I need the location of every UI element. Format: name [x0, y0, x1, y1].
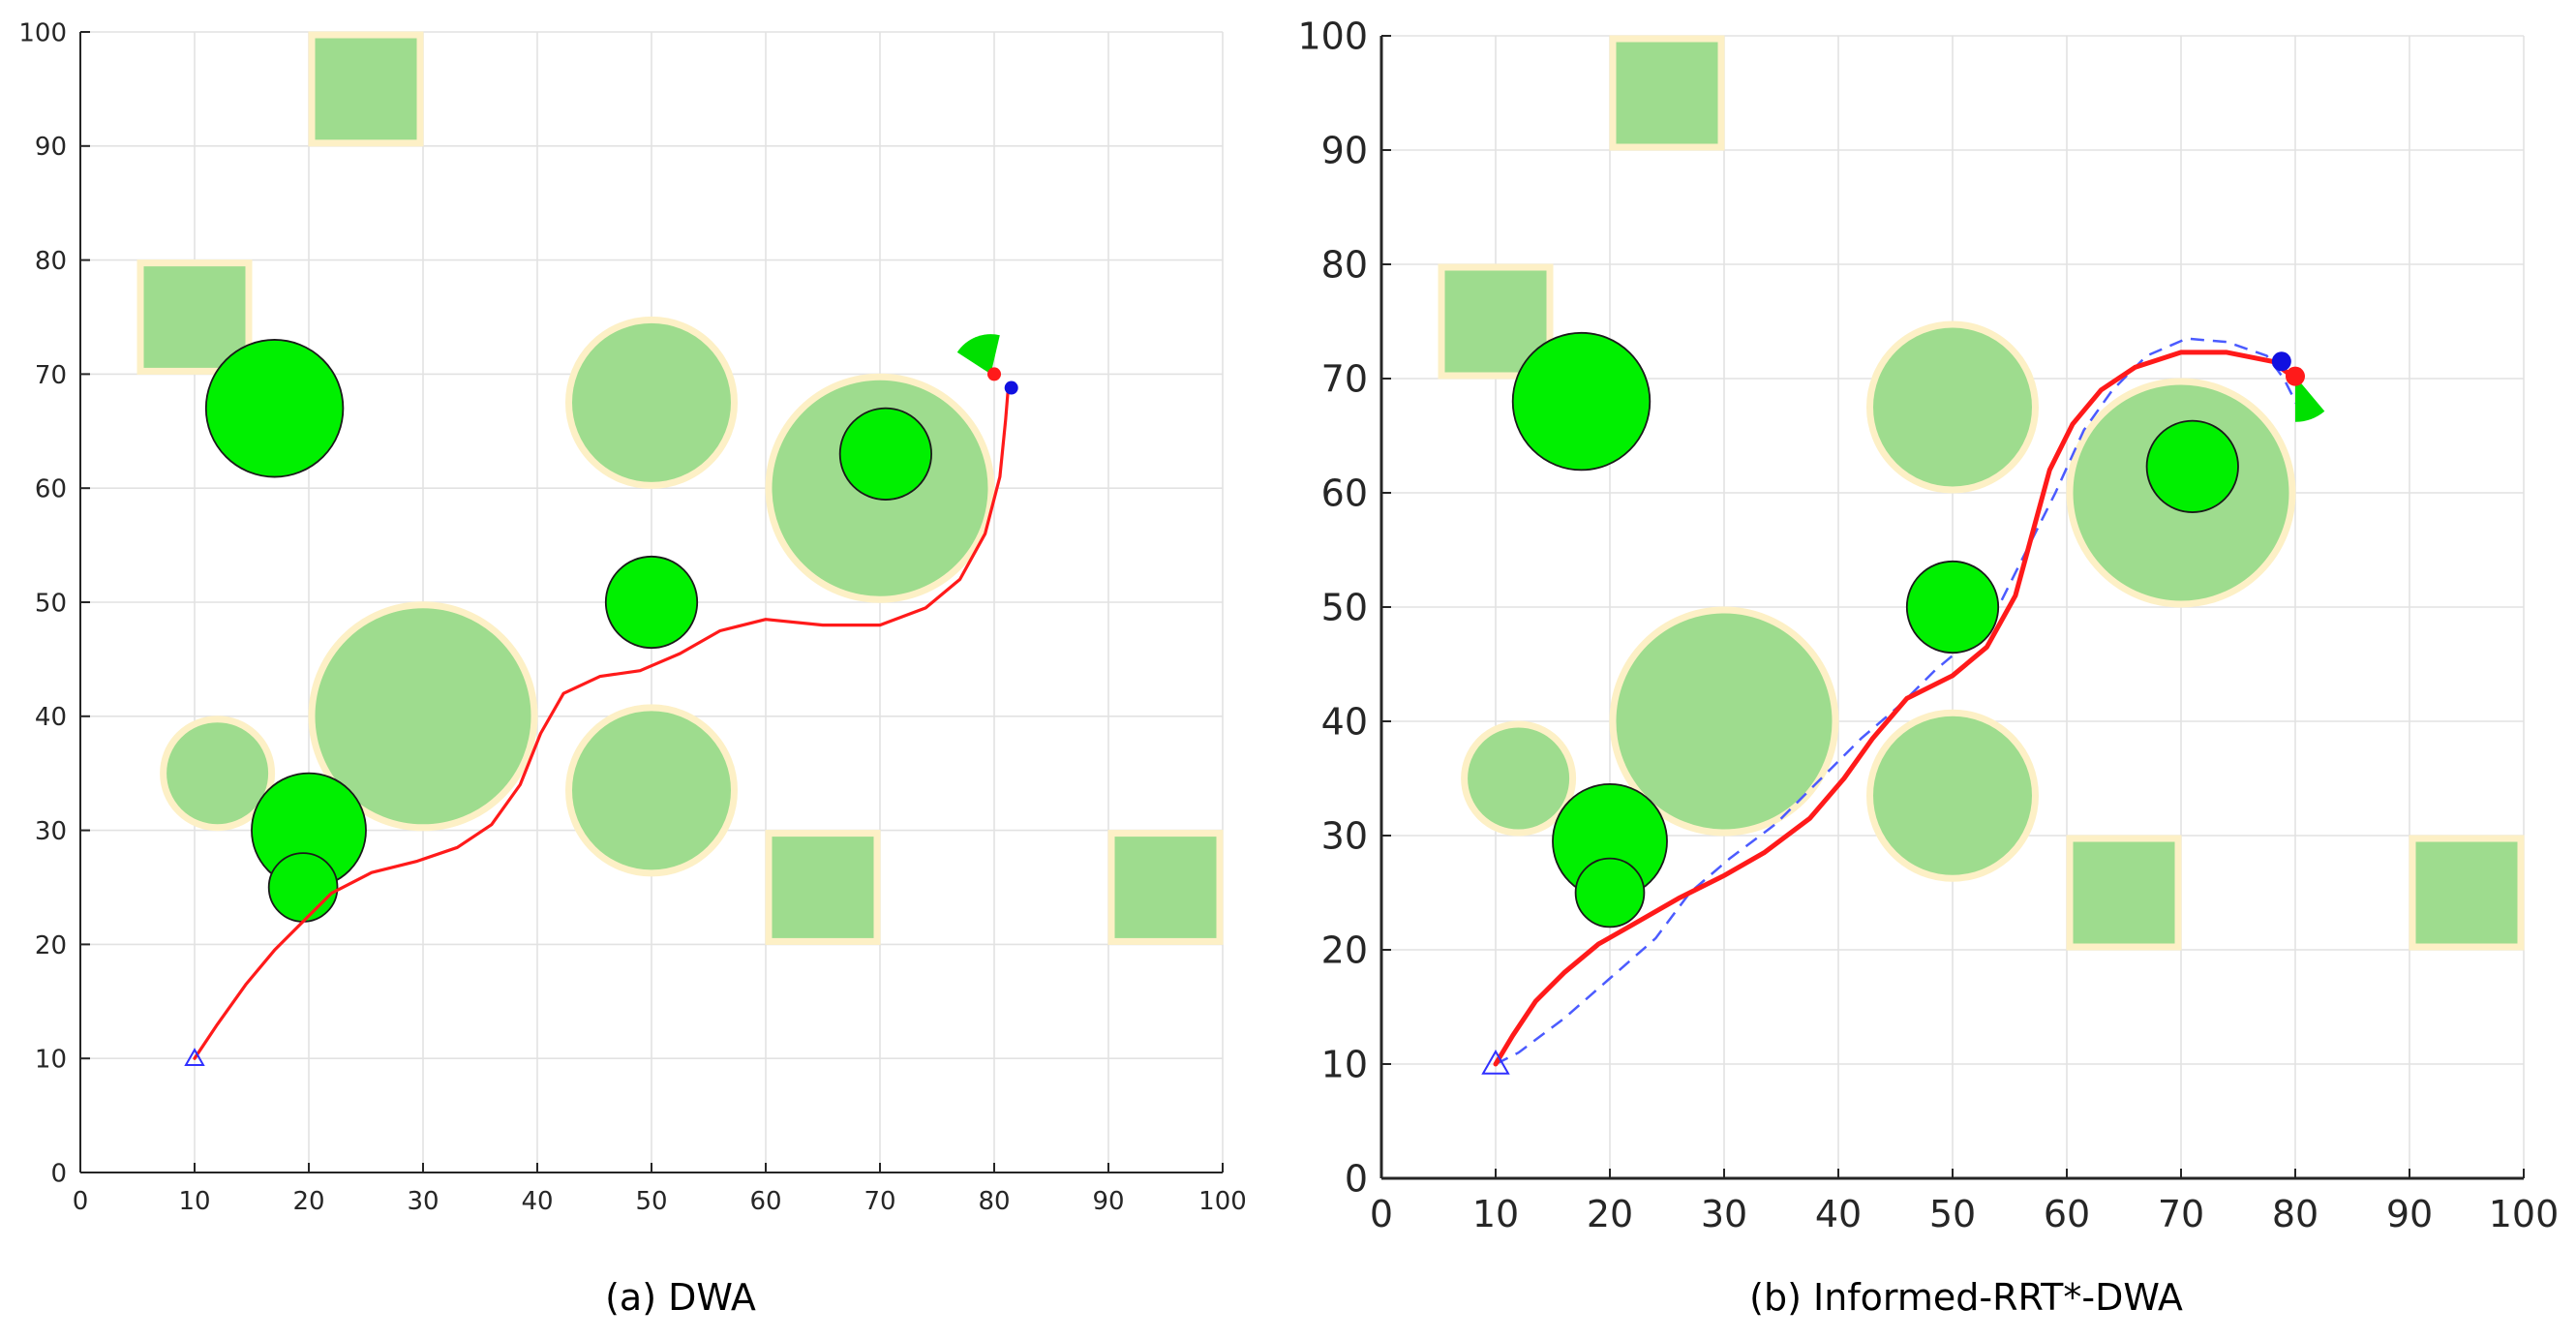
- static-obstacle-square-4: [2409, 835, 2525, 951]
- y-tick-label: 70: [1321, 358, 1368, 401]
- y-tick-label: 50: [1321, 587, 1368, 629]
- x-tick-label: 100: [1198, 1187, 1247, 1216]
- robot-red-marker: [987, 367, 1001, 381]
- static-obstacle-square-4: [1107, 830, 1224, 945]
- x-tick-label: 100: [2489, 1193, 2560, 1235]
- dynamic-obstacle-1: [204, 339, 345, 478]
- x-tick-label: 70: [2158, 1193, 2204, 1235]
- static-obstacle-square-3: [765, 830, 881, 945]
- static-obstacle-circle-2: [1609, 606, 1839, 837]
- start-marker: [184, 1048, 205, 1066]
- y-tick-label: 20: [1321, 929, 1368, 972]
- y-tick-label: 0: [1345, 1158, 1368, 1201]
- static-obstacle-square-2: [136, 259, 253, 375]
- x-tick-label: 50: [635, 1187, 667, 1216]
- dynamic-obstacle-3: [1574, 857, 1646, 929]
- y-tick-label: 100: [18, 18, 67, 47]
- x-tick-label: 60: [2044, 1193, 2090, 1235]
- static-obstacle-circle-1: [1461, 720, 1577, 837]
- y-tick-label: 80: [1321, 244, 1368, 287]
- dynamic-obstacle-5: [838, 407, 933, 501]
- y-tick-label: 90: [35, 133, 67, 162]
- static-obstacle-square-1: [308, 31, 424, 147]
- x-tick-label: 60: [749, 1187, 781, 1216]
- y-tick-label: 40: [35, 703, 67, 732]
- y-tick-label: 10: [35, 1046, 67, 1075]
- y-tick-label: 60: [35, 475, 67, 504]
- static-obstacle-circle-1: [160, 716, 276, 832]
- dynamic-obstacle-4: [604, 555, 699, 650]
- static-obstacle-circle-3: [565, 316, 738, 489]
- y-tick-label: 100: [1297, 15, 1368, 58]
- dynamic-obstacle-4: [1905, 560, 2000, 655]
- y-tick-label: 70: [35, 361, 67, 390]
- y-tick-label: 50: [35, 589, 67, 618]
- x-tick-label: 30: [407, 1187, 439, 1216]
- static-obstacle-circle-4: [565, 704, 738, 877]
- x-tick-label: 40: [521, 1187, 553, 1216]
- static-obstacle-square-3: [2066, 835, 2182, 951]
- dynamic-window-wedge: [956, 334, 1000, 375]
- x-tick-label: 70: [864, 1187, 895, 1216]
- x-tick-label: 40: [1815, 1193, 1862, 1235]
- x-tick-label: 10: [178, 1187, 210, 1216]
- y-tick-label: 60: [1321, 472, 1368, 515]
- x-tick-label: 90: [1092, 1187, 1124, 1216]
- x-tick-label: 20: [292, 1187, 324, 1216]
- dynamic-obstacle-1: [1511, 331, 1652, 472]
- y-tick-label: 30: [35, 817, 67, 846]
- dynamic-obstacle-5: [2145, 419, 2239, 513]
- start-marker: [1481, 1049, 1510, 1075]
- static-obstacle-circle-3: [1866, 320, 2039, 494]
- y-tick-label: 0: [50, 1159, 67, 1188]
- robot-blue-marker: [2271, 351, 2291, 372]
- trajectory-line: [193, 389, 1010, 1060]
- global-path-line: [1495, 337, 2303, 1066]
- robot-blue-marker: [1004, 381, 1018, 395]
- y-tick-label: 30: [1321, 815, 1368, 858]
- x-tick-label: 80: [978, 1187, 1010, 1216]
- x-tick-label: 80: [2272, 1193, 2318, 1235]
- panel-b-plot: 0 10 20 30 40 50 60 70 80 90 100 0 10 20 30 40 50 60 70 80 9…: [1297, 15, 2559, 1235]
- y-tick-label: 40: [1321, 701, 1368, 744]
- x-tick-label: 10: [1472, 1193, 1519, 1235]
- dynamic-window-wedge: [2295, 376, 2325, 422]
- trajectory-line: [1493, 350, 2298, 1067]
- static-obstacle-circle-4: [1866, 709, 2039, 882]
- panel-a-plot: 0 10 20 30 40 50 60 70 80 90 100 0 10 20 30 40 50 60 70 80 9…: [18, 18, 1246, 1216]
- x-tick-label: 0: [1370, 1193, 1393, 1235]
- static-obstacle-square-1: [1609, 35, 1725, 151]
- x-tick-label: 50: [1929, 1193, 1976, 1235]
- x-tick-label: 0: [73, 1187, 89, 1216]
- x-tick-label: 20: [1587, 1193, 1633, 1235]
- robot-red-marker: [2286, 366, 2305, 386]
- dynamic-obstacle-3: [267, 852, 339, 923]
- y-tick-label: 20: [35, 931, 67, 960]
- x-tick-label: 30: [1701, 1193, 1747, 1235]
- y-tick-label: 80: [35, 247, 67, 276]
- x-tick-label: 90: [2386, 1193, 2433, 1235]
- y-tick-label: 90: [1321, 130, 1368, 172]
- caption-panel-b: (b) Informed-RRT*-DWA: [1749, 1276, 2183, 1319]
- caption-panel-a: (a) DWA: [605, 1276, 756, 1319]
- y-tick-label: 10: [1321, 1044, 1368, 1086]
- static-obstacle-circle-2: [308, 601, 538, 832]
